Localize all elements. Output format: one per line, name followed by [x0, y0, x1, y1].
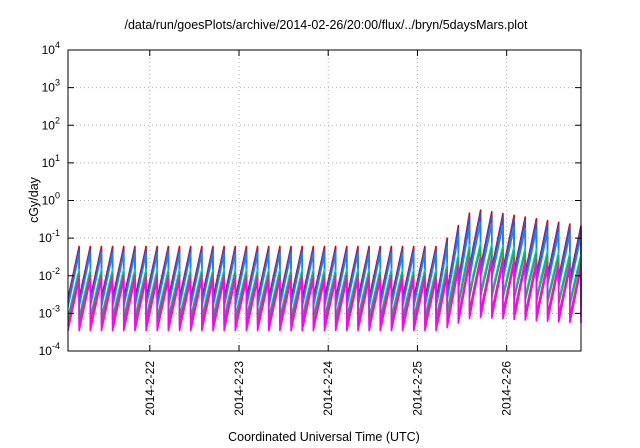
y-tick-label: 101	[42, 153, 60, 170]
y-axis-tick-labels: 10-4 10-3 10-2 10-1 100 101 102 103 104	[39, 40, 60, 358]
y-tick-label: 10-3	[39, 303, 60, 320]
y-tick-label: 102	[42, 115, 60, 132]
x-tick-label: 2014-2-22	[143, 361, 157, 416]
x-tick-label: 2014-2-24	[321, 361, 335, 416]
y-tick-label: 103	[42, 78, 60, 95]
axis-ticks	[68, 49, 581, 352]
y-tick-label: 104	[42, 40, 60, 57]
x-axis-label: Coordinated Universal Time (UTC)	[228, 430, 420, 444]
y-tick-label: 10-1	[39, 228, 60, 245]
y-axis-label: cGy/day	[27, 176, 41, 223]
y-tick-label: 10-4	[39, 341, 60, 358]
chart-title: /data/run/goesPlots/archive/2014-02-26/2…	[124, 18, 528, 32]
series-group	[67, 209, 582, 332]
series-line	[67, 260, 582, 332]
y-tick-label: 10-2	[39, 266, 60, 283]
x-tick-label: 2014-2-26	[500, 361, 514, 416]
x-tick-label: 2014-2-25	[410, 361, 424, 416]
x-axis-tick-labels: 2014-2-22 2014-2-23 2014-2-24 2014-2-25 2014…	[143, 361, 514, 416]
y-tick-label: 100	[42, 191, 60, 208]
x-tick-label: 2014-2-23	[232, 361, 246, 416]
